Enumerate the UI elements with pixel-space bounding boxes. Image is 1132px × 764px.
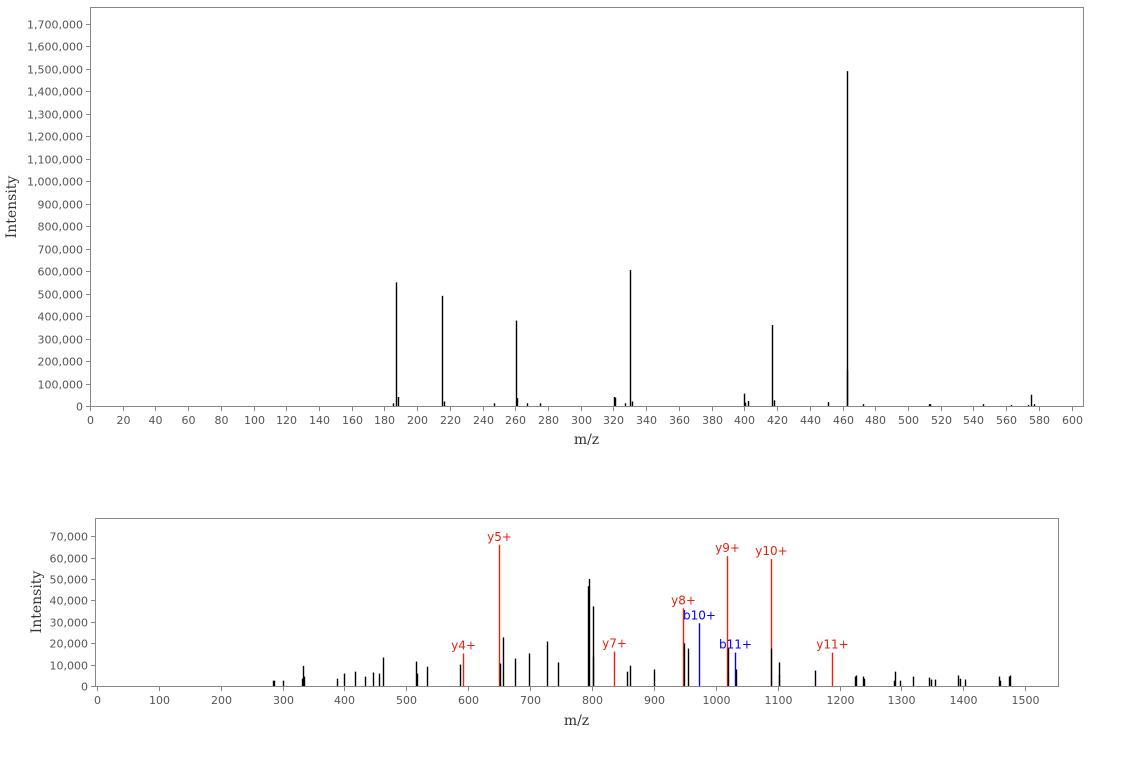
x-tick-label: 40 xyxy=(149,414,163,427)
x-tick-label: 340 xyxy=(636,414,657,427)
y-tick-label: 1,000,000 xyxy=(27,176,83,189)
x-tick-label: 100 xyxy=(149,694,170,707)
y-tick-label: 600,000 xyxy=(38,266,84,279)
x-tick-label: 160 xyxy=(342,414,363,427)
peak-label: y10+ xyxy=(755,544,787,558)
spectrum-chart-top: 0 20 40 60 80 100 120 140 160 180 200 220 240 260 280 3… xyxy=(4,7,1084,448)
x-tick-label: 1500 xyxy=(1012,694,1040,707)
x-tick-label: 280 xyxy=(538,414,559,427)
peak-label: b10+ xyxy=(683,608,716,622)
x-tick-label: 600 xyxy=(1062,414,1083,427)
x-tick-label: 900 xyxy=(644,694,665,707)
y-tick-label: 50,000 xyxy=(50,574,89,587)
y-tick-label: 60,000 xyxy=(50,553,89,566)
x-tick-label: 420 xyxy=(767,414,788,427)
x-tick-label: 1200 xyxy=(827,694,855,707)
x-tick-label: 60 xyxy=(182,414,196,427)
y-tick-label: 70,000 xyxy=(50,531,89,544)
x-tick-label: 20 xyxy=(117,414,131,427)
y-tick-label: 1,200,000 xyxy=(27,131,83,144)
x-axis-label: m/z xyxy=(574,432,599,448)
x-tick-label: 1000 xyxy=(703,694,731,707)
x-tick-label: 1300 xyxy=(888,694,916,707)
x-tick-label: 300 xyxy=(273,694,294,707)
y-axis-label: Intensity xyxy=(4,176,20,239)
y-tick-label: 0 xyxy=(81,681,88,694)
x-tick-label: 600 xyxy=(458,694,479,707)
peak-label: b11+ xyxy=(719,638,752,652)
x-tick-label: 440 xyxy=(800,414,821,427)
x-tick-label: 80 xyxy=(215,414,229,427)
y-tick-label: 1,100,000 xyxy=(27,154,83,167)
x-tick-label: 1100 xyxy=(765,694,793,707)
plot-area xyxy=(95,518,1059,687)
x-tick-label: 400 xyxy=(334,694,355,707)
peak-label: y7+ xyxy=(602,637,627,651)
x-tick-label: 180 xyxy=(374,414,395,427)
y-tick-label: 10,000 xyxy=(50,660,89,673)
y-tick-label: 900,000 xyxy=(38,199,84,212)
peak-label: y5+ xyxy=(487,530,512,544)
x-tick-label: 500 xyxy=(396,694,417,707)
x-tick-label: 480 xyxy=(865,414,886,427)
y-tick-label: 1,600,000 xyxy=(27,41,83,54)
y-tick-label: 500,000 xyxy=(38,289,84,302)
x-tick-label: 360 xyxy=(669,414,690,427)
x-tick-label: 580 xyxy=(1029,414,1050,427)
spectrum-chart-bottom: 0 100 200 300 400 500 600 700 800 900 1000 1100 1200… xyxy=(29,518,1059,729)
peak-label: y4+ xyxy=(451,638,476,652)
x-tick-label: 200 xyxy=(211,694,232,707)
x-tick-label: 100 xyxy=(244,414,265,427)
x-axis-label: m/z xyxy=(564,713,589,729)
peak-label: y9+ xyxy=(715,541,740,555)
y-tick-label: 40,000 xyxy=(50,595,89,608)
x-tick-label: 560 xyxy=(996,414,1017,427)
y-tick-label: 1,500,000 xyxy=(27,64,83,77)
y-tick-label: 700,000 xyxy=(38,244,84,257)
x-tick-label: 200 xyxy=(407,414,428,427)
x-tick-label: 0 xyxy=(94,694,101,707)
y-tick-label: 800,000 xyxy=(38,221,84,234)
x-tick-label: 500 xyxy=(898,414,919,427)
y-tick-label: 100,000 xyxy=(38,379,84,392)
x-tick-label: 700 xyxy=(520,694,541,707)
x-tick-label: 260 xyxy=(505,414,526,427)
x-tick-label: 140 xyxy=(309,414,330,427)
x-tick-label: 220 xyxy=(440,414,461,427)
y-tick-label: 200,000 xyxy=(38,356,84,369)
x-tick-label: 300 xyxy=(571,414,592,427)
x-tick-label: 540 xyxy=(963,414,984,427)
y-tick-label: 1,300,000 xyxy=(27,109,83,122)
x-tick-label: 400 xyxy=(734,414,755,427)
x-tick-label: 380 xyxy=(702,414,723,427)
x-tick-label: 800 xyxy=(582,694,603,707)
y-tick-label: 0 xyxy=(76,401,83,414)
x-tick-label: 0 xyxy=(87,414,94,427)
y-tick-label: 30,000 xyxy=(50,617,89,630)
x-tick-label: 320 xyxy=(603,414,624,427)
y-tick-label: 400,000 xyxy=(38,311,84,324)
y-axis-label: Intensity xyxy=(29,571,45,634)
y-tick-label: 1,700,000 xyxy=(27,19,83,32)
y-tick-label: 20,000 xyxy=(50,638,89,651)
y-tick-label: 300,000 xyxy=(38,334,84,347)
peak-label: y8+ xyxy=(671,593,696,607)
x-tick-label: 1400 xyxy=(950,694,978,707)
x-tick-label: 120 xyxy=(276,414,297,427)
plot-area xyxy=(90,7,1084,407)
y-tick-label: 1,400,000 xyxy=(27,86,83,99)
x-tick-label: 520 xyxy=(931,414,952,427)
peak-label: y11+ xyxy=(816,638,848,652)
x-tick-label: 240 xyxy=(473,414,494,427)
x-tick-label: 460 xyxy=(833,414,854,427)
